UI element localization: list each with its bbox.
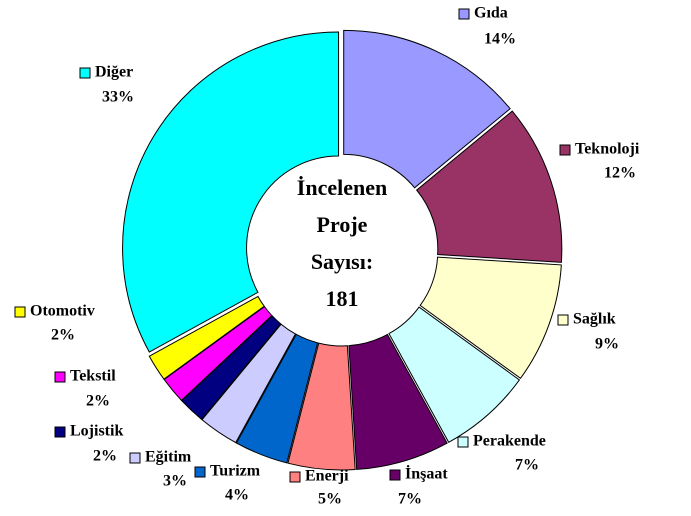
legend-swatch [389, 469, 401, 481]
donut-slice [235, 333, 319, 464]
donut-slice [388, 306, 521, 443]
legend-swatch [457, 436, 469, 448]
center-text: İncelenen [297, 175, 387, 200]
legend-swatch [14, 306, 26, 318]
category-label: Enerji [305, 468, 349, 485]
center-text: Sayısı: [311, 249, 373, 274]
donut-slice [148, 295, 265, 380]
category-label: Otomotiv [30, 303, 95, 320]
category-label: Diğer [95, 64, 133, 81]
legend-swatch [557, 314, 569, 326]
value-label: 2% [51, 327, 75, 344]
legend-swatch [129, 452, 141, 464]
legend-swatch [289, 471, 301, 483]
donut-slice [419, 256, 562, 380]
category-label: Sağlık [573, 311, 616, 328]
value-label: 5% [318, 491, 342, 508]
donut-slice [348, 333, 448, 470]
center-text: Proje [317, 212, 368, 237]
category-label: Perakende [473, 433, 546, 450]
donut-slice [415, 110, 563, 263]
value-label: 7% [515, 457, 539, 474]
category-label: Teknoloji [575, 141, 640, 158]
center-text: 181 [326, 286, 359, 311]
donut-slice [201, 323, 297, 444]
legend-swatch [559, 144, 571, 156]
category-label: Turizm [210, 463, 261, 480]
category-label: Eğitim [145, 449, 192, 466]
value-label: 4% [225, 487, 249, 504]
value-label: 7% [398, 491, 422, 508]
donut-slice [122, 31, 340, 353]
category-label: Gıda [474, 5, 508, 22]
donut-slice [343, 29, 511, 189]
value-label: 2% [86, 393, 110, 410]
value-label: 3% [163, 473, 187, 490]
donut-slice [287, 342, 356, 471]
category-label: Tekstil [70, 368, 116, 385]
legend-swatch [194, 466, 206, 478]
value-label: 9% [595, 336, 619, 353]
legend-swatch [54, 426, 66, 438]
value-label: 33% [102, 89, 134, 106]
legend-swatch [458, 8, 470, 20]
legend-swatch [79, 67, 91, 79]
category-label: İnşaat [405, 464, 448, 483]
value-label: 2% [93, 448, 117, 465]
donut-slice [181, 315, 282, 421]
legend-swatch [54, 371, 66, 383]
category-label: Lojistik [70, 423, 123, 440]
value-label: 14% [484, 31, 516, 48]
value-label: 12% [604, 165, 636, 182]
donut-slice [163, 305, 273, 402]
